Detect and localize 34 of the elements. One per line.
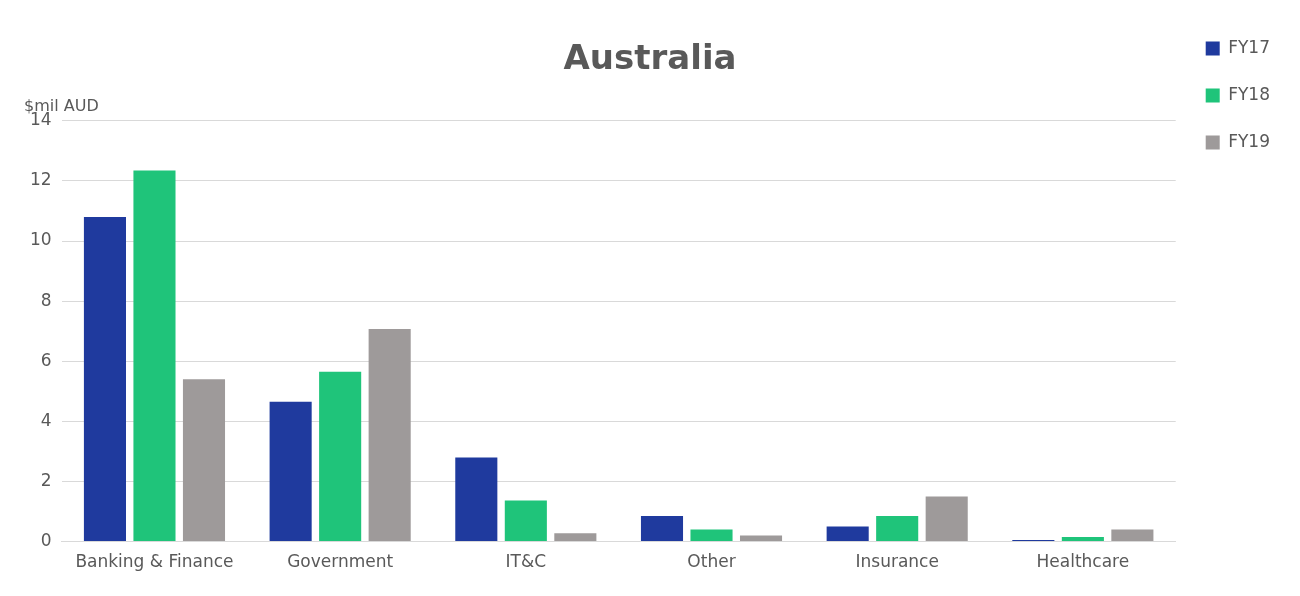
bar [1061, 537, 1104, 542]
bar [739, 535, 783, 542]
legend-label: FY19 [1228, 130, 1270, 151]
bar [182, 379, 226, 542]
x-tick-label: Banking & Finance [75, 551, 234, 572]
bar [690, 529, 733, 542]
y-tick-label: 6 [40, 349, 52, 370]
x-tick-label: Healthcare [1036, 551, 1130, 572]
chart-title: Australia [563, 37, 737, 78]
y-tick-label: 12 [29, 169, 52, 190]
bar [133, 170, 176, 542]
bar [554, 533, 597, 542]
y-tick-label: 2 [40, 469, 52, 490]
bar [826, 526, 869, 542]
y-tick-label: 8 [40, 289, 52, 310]
bar [83, 216, 126, 542]
bar [925, 496, 968, 542]
y-tick-label: 4 [40, 409, 52, 430]
x-tick-label: Other [687, 551, 736, 572]
y-tick-label: 10 [29, 229, 52, 250]
bar [269, 401, 312, 542]
bar [504, 500, 547, 542]
bar [1111, 529, 1154, 542]
bar [455, 457, 498, 542]
legend-label: FY18 [1228, 83, 1270, 104]
bar [368, 329, 411, 542]
x-tick-label: Government [287, 551, 394, 572]
bar [876, 516, 919, 542]
y-tick-label: 0 [40, 530, 52, 551]
x-tick-label: Insurance [855, 551, 939, 572]
x-tick-label: IT&C [505, 551, 547, 572]
bar [319, 371, 362, 542]
bar [640, 516, 684, 542]
legend-label: FY17 [1228, 36, 1270, 57]
